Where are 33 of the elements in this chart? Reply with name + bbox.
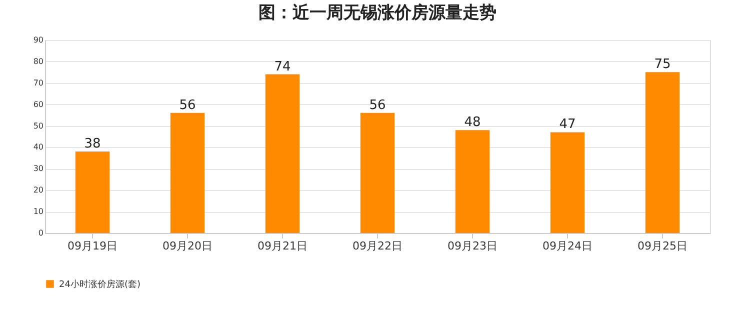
y-tick-label: 80 (33, 56, 44, 66)
y-tick-label: 40 (33, 142, 44, 152)
data-label: 48 (464, 115, 481, 130)
legend-label: 24小时涨价房源(套) (59, 279, 140, 290)
y-tick-label: 50 (33, 121, 44, 130)
data-label: 75 (654, 57, 671, 72)
bar (645, 72, 680, 233)
x-tick-label: 09月24日 (542, 240, 592, 252)
x-tick-label: 09月22日 (352, 240, 402, 252)
data-label: 47 (559, 117, 576, 132)
x-tick-label: 09月25日 (638, 240, 688, 252)
x-tick-label: 09月19日 (68, 240, 118, 252)
bar (455, 130, 490, 233)
bar (265, 74, 300, 233)
data-label: 56 (369, 98, 386, 113)
data-label: 56 (179, 98, 196, 113)
y-tick-label: 20 (33, 186, 44, 195)
x-tick-label: 09月21日 (258, 240, 308, 252)
x-tick-label: 09月20日 (162, 240, 212, 252)
y-tick-label: 90 (33, 36, 44, 44)
bar (360, 112, 395, 233)
data-label: 74 (274, 59, 291, 74)
chart-title: 图：近一周无锡涨价房源量走势 (258, 3, 496, 23)
y-tick-label: 10 (33, 207, 44, 216)
bar (170, 112, 205, 233)
y-tick-label: 60 (33, 100, 44, 109)
bar (550, 132, 585, 233)
x-tick-label: 09月23日 (448, 240, 498, 252)
data-label: 38 (84, 136, 101, 152)
y-tick-label: 30 (33, 164, 44, 174)
y-tick-label: 70 (33, 78, 44, 88)
bar (75, 152, 110, 233)
y-tick-label: 0 (38, 228, 44, 238)
